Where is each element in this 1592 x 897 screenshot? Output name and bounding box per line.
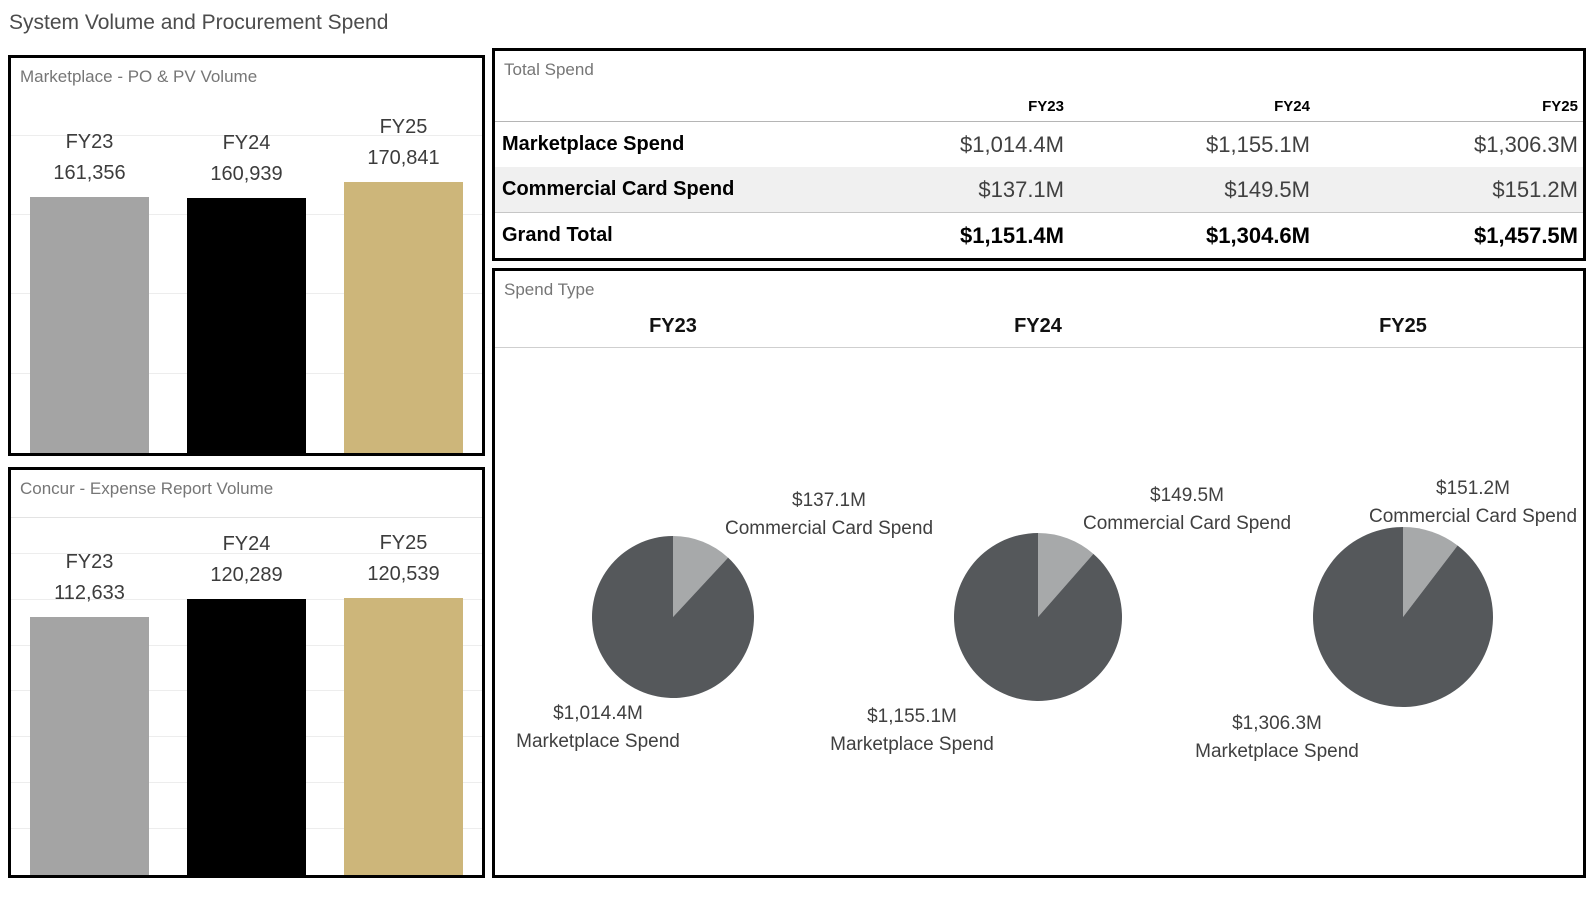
pie-label-fy25-commercial-card: $151.2M Commercial Card Spend [1369, 475, 1577, 531]
cell-value[interactable]: $1,306.3M [1474, 131, 1578, 157]
bar-fy25[interactable] [344, 182, 463, 453]
cell-value[interactable]: $1,457.5M [1474, 222, 1578, 248]
bar-fy23[interactable] [30, 197, 149, 453]
total-spend-title: Total Spend [504, 60, 594, 79]
pie-fy23-marketplace-slice[interactable] [592, 536, 754, 698]
spend-type-panel: Spend Type FY23 FY24 FY25 $137.1M Commer… [492, 268, 1586, 878]
bar-label-fy24: FY24 160,939 [210, 132, 283, 185]
spend-type-title: Spend Type [504, 280, 595, 299]
total-spend-panel: Total Spend FY23 FY24 FY25 Marketplace S… [492, 48, 1586, 261]
pie-value: $1,155.1M [867, 706, 957, 727]
pie-category: Marketplace Spend [1195, 741, 1359, 762]
pie-value: $1,306.3M [1232, 713, 1322, 734]
pie-header-separator [495, 347, 1583, 348]
title-separator [11, 517, 482, 518]
column-header-fy24: FY24 [1274, 97, 1310, 115]
pie-fy24-marketplace-slice[interactable] [954, 533, 1122, 701]
gridline [11, 552, 482, 554]
bar-fy23[interactable] [30, 617, 149, 875]
marketplace-volume-panel: Marketplace - PO & PV Volume FY23 161,356… [8, 55, 485, 456]
pie-fy23-commercial-card-slice[interactable] [673, 536, 729, 617]
pie-column-header-fy24: FY24 [1014, 315, 1062, 337]
row-label: Grand Total [502, 224, 613, 246]
pie-fy24-commercial-card-slice[interactable] [1038, 533, 1094, 617]
pie-value: $149.5M [1150, 485, 1224, 506]
concur-volume-panel: Concur - Expense Report Volume FY23 112,6… [8, 467, 485, 878]
pie-category: Marketplace Spend [516, 731, 680, 752]
bar-fy24[interactable] [187, 198, 306, 453]
column-header-fy23: FY23 [1028, 97, 1064, 115]
cell-value[interactable]: $149.5M [1224, 176, 1310, 202]
pie-category: Marketplace Spend [830, 734, 994, 755]
bar-fy25[interactable] [344, 598, 463, 875]
bar-label-fy25: FY25 170,841 [367, 116, 440, 169]
pie-fy25-marketplace-slice[interactable] [1313, 527, 1494, 707]
cell-value[interactable]: $151.2M [1492, 176, 1578, 202]
marketplace-volume-chart: FY23 161,356 FY24 160,939 FY25 170,841 [11, 58, 482, 453]
page-title: System Volume and Procurement Spend [9, 11, 389, 34]
pie-column-header-fy25: FY25 [1379, 315, 1427, 337]
table-header-row: FY23 FY24 FY25 [495, 91, 1583, 122]
cell-value[interactable]: $1,304.6M [1206, 222, 1310, 248]
table-row-marketplace-spend: Marketplace Spend $1,014.4M $1,155.1M $1… [495, 122, 1583, 167]
column-header-fy25: FY25 [1542, 97, 1578, 115]
bar-label-fy23: FY23 161,356 [53, 131, 126, 184]
row-label: Marketplace Spend [502, 133, 685, 155]
cell-value[interactable]: $1,155.1M [1206, 131, 1310, 157]
pie-value: $137.1M [792, 490, 866, 511]
pie-label-fy24-marketplace: $1,155.1M Marketplace Spend [830, 703, 994, 759]
pie-category: Commercial Card Spend [1368, 506, 1578, 527]
cell-value[interactable]: $137.1M [978, 176, 1064, 202]
spend-type-pies [592, 527, 1494, 707]
pie-category: Commercial Card Spend [1082, 513, 1292, 534]
concur-volume-title: Concur - Expense Report Volume [20, 479, 274, 498]
table-row-commercial-card-spend: Commercial Card Spend $137.1M $149.5M $1… [495, 167, 1583, 212]
cell-value[interactable]: $1,151.4M [960, 222, 1064, 248]
cell-value[interactable]: $1,014.4M [960, 131, 1064, 157]
pie-value: $1,014.4M [553, 703, 643, 724]
marketplace-volume-title: Marketplace - PO & PV Volume [20, 67, 258, 86]
bar-label-fy25: FY25 120,539 [367, 532, 440, 585]
concur-volume-chart: FY23 112,633 FY24 120,289 FY25 120,539 [11, 470, 482, 875]
row-label: Commercial Card Spend [502, 178, 735, 200]
pie-label-fy24-commercial-card: $149.5M Commercial Card Spend [1083, 482, 1291, 538]
pie-label-fy23-marketplace: $1,014.4M Marketplace Spend [516, 700, 680, 756]
pie-label-fy23-commercial-card: $137.1M Commercial Card Spend [725, 487, 933, 543]
bar-fy24[interactable] [187, 599, 306, 875]
pie-fy25-commercial-card-slice[interactable] [1403, 527, 1458, 617]
pie-category: Commercial Card Spend [724, 518, 934, 539]
table-row-grand-total: Grand Total $1,151.4M $1,304.6M $1,457.5… [495, 212, 1583, 258]
pie-column-header-fy23: FY23 [649, 315, 697, 337]
gridline [11, 134, 482, 136]
bar-label-fy23: FY23 112,633 [54, 551, 125, 604]
total-spend-table: FY23 FY24 FY25 Marketplace Spend $1,014.… [495, 91, 1583, 258]
bar-label-fy24: FY24 120,289 [210, 533, 283, 586]
pie-value: $151.2M [1436, 478, 1510, 499]
pie-label-fy25-marketplace: $1,306.3M Marketplace Spend [1195, 710, 1359, 766]
